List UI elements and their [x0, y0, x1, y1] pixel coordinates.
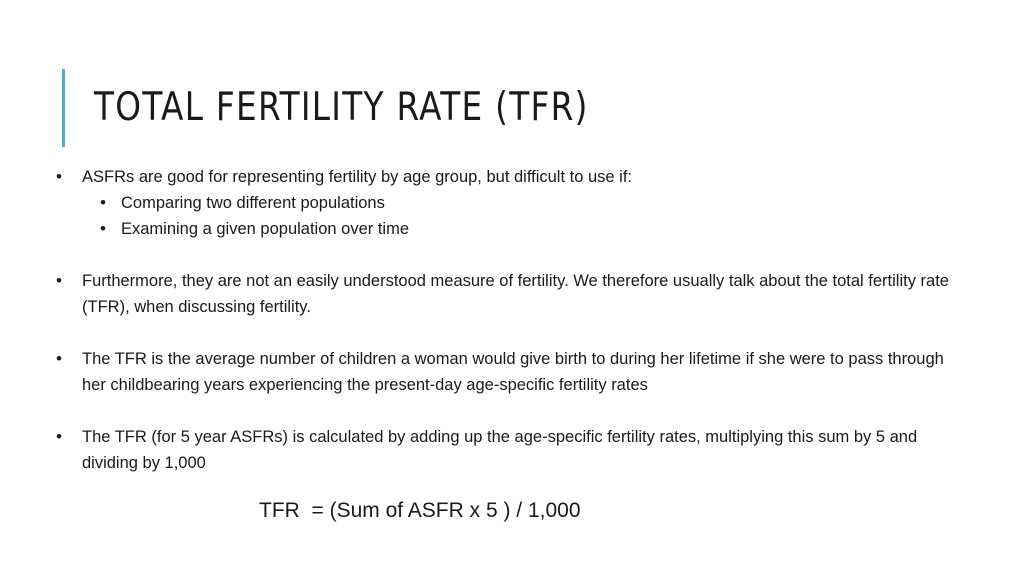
bullet-item: ASFRs are good for representing fertilit… [56, 164, 966, 242]
title-accent-bar [62, 69, 65, 147]
bullet-item: The TFR (for 5 year ASFRs) is calculated… [56, 424, 966, 476]
sub-bullet-list: Comparing two different populations Exam… [82, 190, 966, 242]
bullet-list: ASFRs are good for representing fertilit… [56, 164, 966, 502]
bullet-item: Furthermore, they are not an easily unde… [56, 268, 966, 320]
bullet-item: The TFR is the average number of childre… [56, 346, 966, 398]
slide-title: TOTAL FERTILITY RATE (TFR) [94, 85, 589, 130]
bullet-text: The TFR (for 5 year ASFRs) is calculated… [82, 428, 918, 472]
tfr-formula: TFR = (Sum of ASFR x 5 ) / 1,000 [259, 499, 581, 522]
bullet-text: ASFRs are good for representing fertilit… [82, 168, 632, 186]
sub-bullet-item: Examining a given population over time [82, 216, 966, 242]
bullet-text: Furthermore, they are not an easily unde… [82, 272, 949, 316]
sub-bullet-item: Comparing two different populations [82, 190, 966, 216]
bullet-text: The TFR is the average number of childre… [82, 350, 944, 394]
